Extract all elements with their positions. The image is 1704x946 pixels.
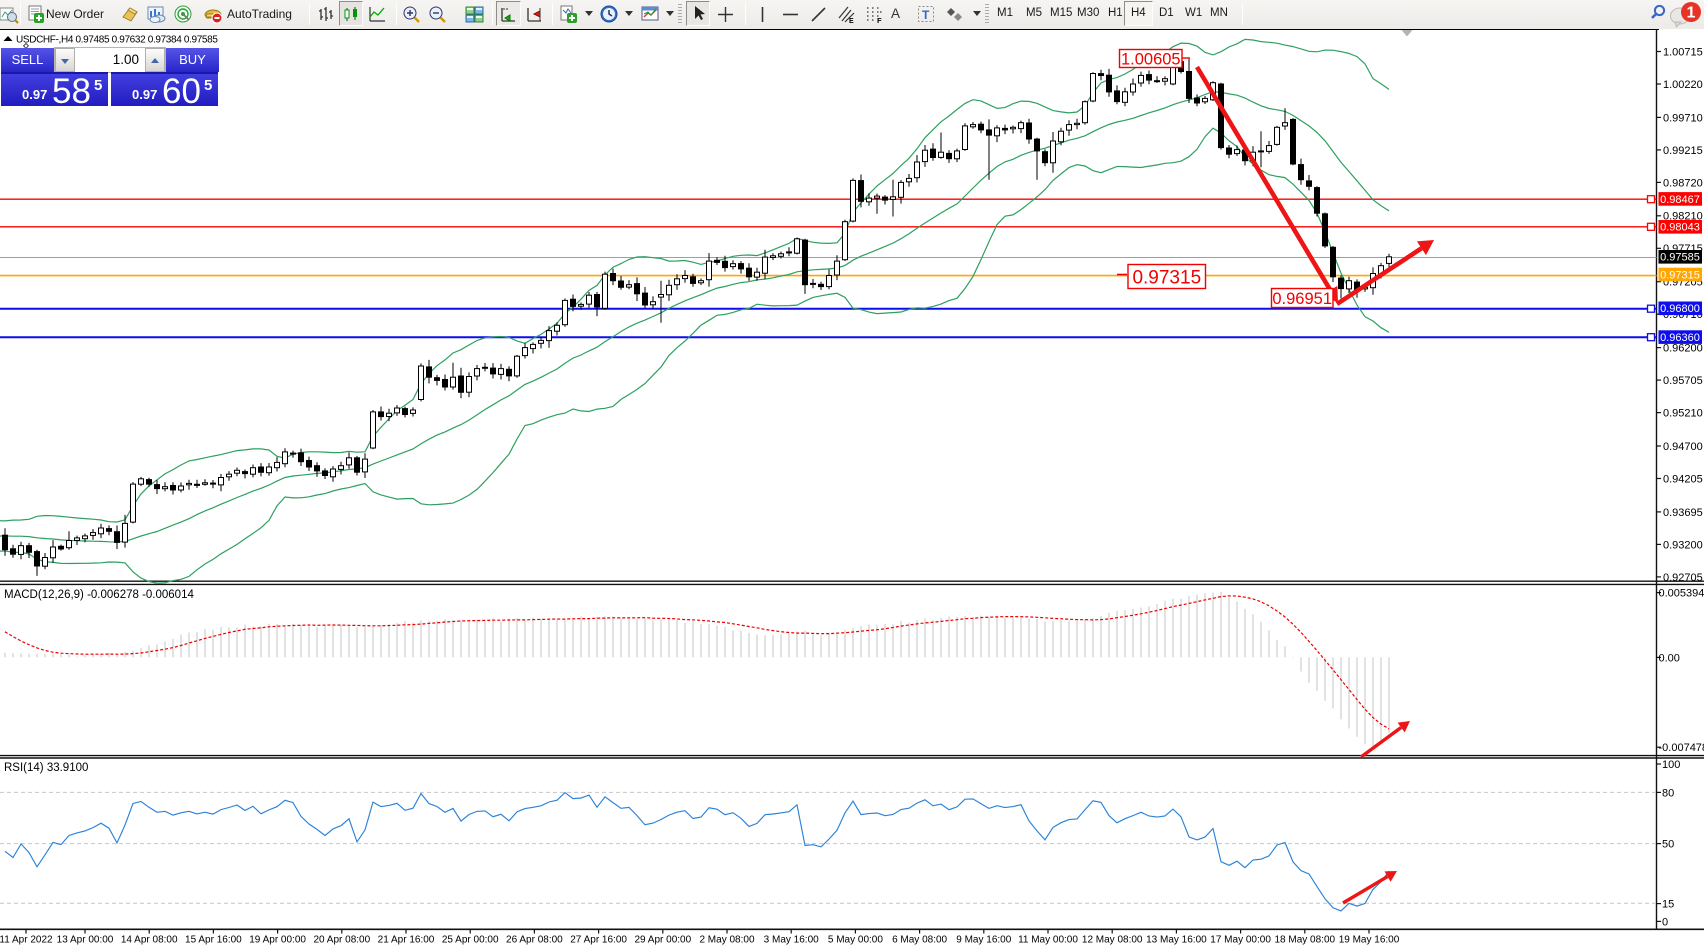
svg-text:27 Apr 16:00: 27 Apr 16:00 bbox=[570, 935, 627, 946]
svg-text:5 May 00:00: 5 May 00:00 bbox=[828, 935, 883, 946]
svg-text:E: E bbox=[849, 18, 854, 24]
svg-text:12 May 08:00: 12 May 08:00 bbox=[1082, 935, 1143, 946]
svg-text:13 May 16:00: 13 May 16:00 bbox=[1146, 935, 1207, 946]
svg-text:0.92705: 0.92705 bbox=[1663, 572, 1703, 584]
svg-text:2 May 08:00: 2 May 08:00 bbox=[699, 935, 754, 946]
svg-text:USDCHF-,H4 0.97485 0.97632 0.: USDCHF-,H4 0.97485 0.97632 0.97384 0.975… bbox=[16, 35, 218, 46]
svg-text:50: 50 bbox=[1662, 839, 1674, 851]
svg-text:21 Apr 16:00: 21 Apr 16:00 bbox=[378, 935, 435, 946]
svg-text:3 May 16:00: 3 May 16:00 bbox=[764, 935, 819, 946]
svg-text:17 May 00:00: 17 May 00:00 bbox=[1210, 935, 1271, 946]
svg-text:100: 100 bbox=[1662, 759, 1680, 771]
svg-text:0.005394: 0.005394 bbox=[1659, 588, 1704, 600]
svg-text:11 Apr 2022: 11 Apr 2022 bbox=[0, 935, 53, 946]
svg-text:0.98467: 0.98467 bbox=[1660, 194, 1700, 206]
svg-text:1.00715: 1.00715 bbox=[1663, 46, 1703, 58]
svg-text:0.99215: 0.99215 bbox=[1663, 145, 1703, 157]
svg-text:1.00605: 1.00605 bbox=[1121, 50, 1181, 68]
svg-text:0.95705: 0.95705 bbox=[1663, 375, 1703, 387]
svg-text:19 May 16:00: 19 May 16:00 bbox=[1339, 935, 1400, 946]
svg-text:11 May 00:00: 11 May 00:00 bbox=[1018, 935, 1078, 946]
svg-text:0.99710: 0.99710 bbox=[1663, 112, 1703, 124]
svg-text:15 Apr 16:00: 15 Apr 16:00 bbox=[185, 935, 242, 946]
svg-text:80: 80 bbox=[1662, 787, 1674, 799]
svg-text:0.96360: 0.96360 bbox=[1660, 332, 1700, 344]
svg-text:1.00220: 1.00220 bbox=[1663, 79, 1703, 91]
svg-text:15: 15 bbox=[1662, 899, 1674, 911]
svg-text:-0.007478: -0.007478 bbox=[1659, 742, 1704, 754]
svg-text:1: 1 bbox=[1687, 5, 1696, 22]
svg-text:0.96951: 0.96951 bbox=[1272, 290, 1332, 308]
svg-text:0.96800: 0.96800 bbox=[1660, 303, 1700, 315]
svg-text:0.98720: 0.98720 bbox=[1663, 177, 1703, 189]
svg-text:20 Apr 08:00: 20 Apr 08:00 bbox=[313, 935, 370, 946]
svg-text:6 May 08:00: 6 May 08:00 bbox=[892, 935, 947, 946]
svg-text:0.97315: 0.97315 bbox=[1132, 267, 1201, 288]
svg-text:0.98210: 0.98210 bbox=[1663, 211, 1703, 223]
svg-text:T: T bbox=[922, 8, 930, 22]
svg-text:29 Apr 00:00: 29 Apr 00:00 bbox=[634, 935, 691, 946]
svg-text:0.97585: 0.97585 bbox=[1660, 252, 1700, 264]
svg-text:0.94205: 0.94205 bbox=[1663, 473, 1703, 485]
svg-text:0.00: 0.00 bbox=[1659, 652, 1680, 664]
svg-text:19 Apr 00:00: 19 Apr 00:00 bbox=[249, 935, 306, 946]
svg-text:26 Apr 08:00: 26 Apr 08:00 bbox=[506, 935, 563, 946]
svg-text:0.93695: 0.93695 bbox=[1663, 507, 1703, 519]
svg-text:0.96200: 0.96200 bbox=[1663, 343, 1703, 355]
svg-text:25 Apr 00:00: 25 Apr 00:00 bbox=[442, 935, 499, 946]
svg-text:0.94700: 0.94700 bbox=[1663, 441, 1703, 453]
svg-text:18 May 08:00: 18 May 08:00 bbox=[1274, 935, 1335, 946]
svg-text:13 Apr 00:00: 13 Apr 00:00 bbox=[57, 935, 114, 946]
svg-text:0.97315: 0.97315 bbox=[1660, 269, 1700, 281]
svg-text:14 Apr 08:00: 14 Apr 08:00 bbox=[121, 935, 178, 946]
svg-text:9 May 16:00: 9 May 16:00 bbox=[956, 935, 1011, 946]
svg-text:0.93200: 0.93200 bbox=[1663, 539, 1703, 551]
svg-text:F: F bbox=[877, 16, 882, 24]
svg-text:0: 0 bbox=[1662, 916, 1668, 928]
svg-text:0.98043: 0.98043 bbox=[1660, 222, 1700, 234]
svg-text:0.95210: 0.95210 bbox=[1663, 408, 1703, 420]
svg-text:RSI(14) 33.9100: RSI(14) 33.9100 bbox=[4, 762, 88, 774]
svg-text:MACD(12,26,9) -0.006278 -0.006: MACD(12,26,9) -0.006278 -0.006014 bbox=[4, 589, 194, 601]
